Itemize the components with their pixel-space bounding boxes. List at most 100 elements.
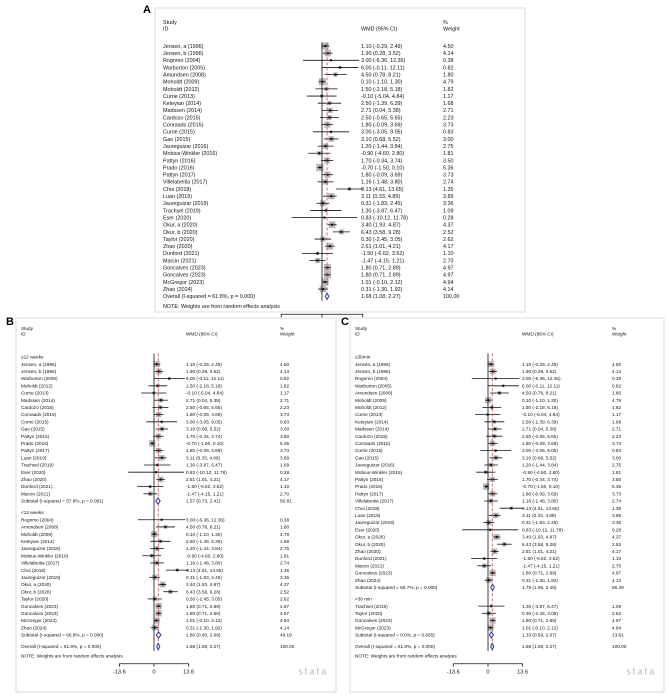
ci-text: 6.00 (-0.11, 12.11): [186, 376, 224, 381]
weight-text: 4.50: [280, 362, 290, 367]
weight-text: 1.17: [443, 94, 454, 100]
ci-text: 4.50 (0.78, 8.21): [186, 525, 221, 530]
study-label: Mobius-Winkler (2016): [355, 470, 403, 475]
header-pct: %: [443, 20, 448, 26]
point-estimate: [324, 209, 328, 212]
point-estimate: [151, 442, 154, 445]
study-label: Moholdt (2012): [21, 383, 53, 388]
weight-text: 1.09: [280, 463, 290, 468]
weight-text: 0.28: [443, 215, 454, 221]
weight-text: 2.71: [280, 398, 290, 403]
study-label: Moholdt (2009): [21, 532, 53, 537]
point-estimate: [331, 223, 334, 226]
weight-text: 1.35: [612, 506, 622, 511]
study-label: Keteyian (2014): [355, 419, 389, 424]
weight-text: 3.36: [443, 201, 454, 207]
ci-text: 2.71 (0.04, 5.38): [186, 398, 221, 403]
ci-text: 2.61 (1.01, 4.21): [186, 477, 221, 482]
stata-logo: stata: [627, 667, 657, 677]
header-weight: Weight: [612, 332, 627, 337]
point-estimate: [338, 66, 342, 69]
weight-text: 1.82: [280, 383, 290, 388]
footnote: NOTE: Weights are from random effects an…: [355, 654, 457, 659]
study-label: Currie (2013): [21, 391, 49, 396]
ci-text: 1.10 (-0.29, 2.49): [186, 362, 222, 367]
ci-text: 0.31 (-1.30, 1.92): [186, 625, 222, 630]
weight-text: 4.79: [443, 80, 454, 86]
ci-text: 6.43 (3.58, 9.28): [186, 589, 221, 594]
study-label: Goncalves (2023): [355, 571, 392, 576]
ci-text: 6.43 (3.58, 9.28): [361, 230, 401, 236]
point-estimate: [155, 619, 158, 622]
ci-text: 9.13 (4.61, 13.65): [522, 506, 559, 511]
ci-text: 0.83 (-10.12, 11.78): [186, 470, 227, 475]
x-tick-label: -13.6: [113, 669, 126, 675]
study-label: Trachsel (2019): [163, 208, 201, 214]
study-label: Warburton (2005): [163, 65, 205, 71]
point-estimate: [495, 535, 498, 539]
study-label: Jensen, a (1996): [355, 362, 391, 367]
weight-text: 2.62: [443, 237, 454, 243]
point-estimate: [493, 420, 496, 423]
weight-text: 4.97: [612, 618, 622, 623]
weight-text: 2.70: [612, 563, 622, 568]
point-estimate: [484, 471, 487, 474]
point-estimate: [176, 568, 179, 572]
point-estimate: [148, 485, 152, 488]
study-label: McGregor (2023): [21, 618, 57, 623]
weight-text: 1.35: [443, 187, 454, 193]
header-study: Study: [163, 20, 177, 26]
point-estimate: [318, 152, 321, 155]
point-estimate: [169, 590, 172, 593]
weight-text: 3.50: [443, 158, 454, 164]
study-label: Pattyn (2016): [355, 477, 384, 482]
subtotal-weight-text: 50.81: [280, 499, 292, 504]
study-label: Pattyn (2016): [21, 434, 50, 439]
weight-text: 2.23: [280, 405, 290, 410]
study-label: Zhao (2020): [355, 549, 381, 554]
ci-text: -0.70 (-1.50, 0.10): [522, 484, 560, 489]
ci-text: 1.80 (0.71, 2.89): [522, 618, 557, 623]
weight-text: 3.50: [612, 477, 622, 482]
subtotal-label: Subtotal (I-squared = 0.0%, p = 0.665): [355, 633, 435, 638]
weight-text: 3.89: [280, 455, 290, 460]
weight-text: 1.80: [280, 525, 290, 530]
ci-text: 2.61 (1.01, 4.21): [361, 244, 401, 250]
study-label: Eser (2020): [21, 470, 46, 475]
ci-text: 1.80 (-0.09, 3.69): [361, 123, 403, 129]
point-estimate: [334, 73, 337, 76]
point-estimate: [160, 420, 163, 423]
weight-text: 0.38: [612, 376, 622, 381]
study-label: Keteyian (2014): [163, 101, 201, 107]
ci-text: 0.31 (-1.83, 2.45): [522, 520, 558, 525]
weight-text: 2.74: [280, 561, 290, 566]
point-estimate: [510, 507, 513, 510]
weight-text: 2.62: [612, 611, 622, 616]
header-wmd: WMD (95% CI): [522, 332, 554, 337]
study-label: Pattyn (2017): [355, 491, 384, 496]
study-label: Dunford (2021): [21, 484, 53, 489]
overall-label: Overall (I-squared = 61.8%, p = 0.000): [21, 644, 101, 649]
study-label: Dunford (2021): [355, 556, 387, 561]
study-label: Goncalves (2023): [163, 266, 206, 272]
study-label: Keteyian (2014): [21, 539, 55, 544]
study-label: Luan (2019): [21, 455, 47, 460]
study-label: Jensen, a (1996): [21, 362, 57, 367]
point-estimate: [493, 427, 497, 431]
ci-text: -1.50 (-6.62, 3.62): [522, 556, 560, 561]
weight-text: 1.82: [612, 405, 622, 410]
weight-text: 4.37: [612, 535, 622, 540]
header-id: ID: [21, 332, 26, 337]
point-estimate: [324, 144, 327, 148]
study-label: Zhao (2024): [163, 287, 193, 293]
study-label: Conraads (2015): [355, 441, 391, 446]
overall-diamond: [490, 642, 495, 651]
ci-text: 1.16 (-1.48, 3.80): [522, 499, 558, 504]
study-label: Luan (2019): [163, 194, 192, 200]
header-wmd: WMD (95% CI): [186, 332, 218, 337]
subtotal-ci-text: 1.57 (0.73, 2.41): [186, 499, 221, 504]
ci-text: 0.83 (-10.12, 11.78): [522, 527, 563, 532]
weight-text: 4.79: [612, 398, 622, 403]
weight-text: 4.94: [280, 618, 290, 623]
